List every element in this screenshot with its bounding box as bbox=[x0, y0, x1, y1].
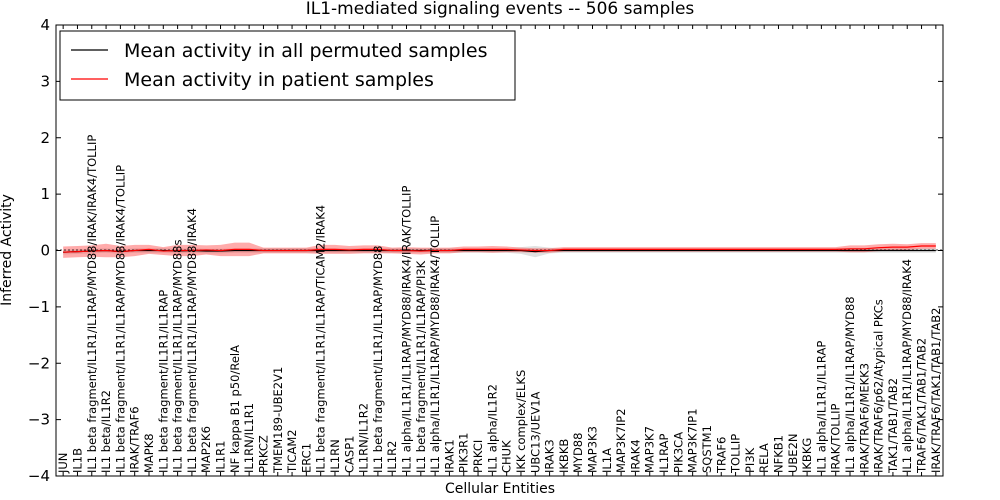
y-tick-label: −1 bbox=[28, 298, 50, 316]
x-tick-label: MAPK8 bbox=[142, 433, 156, 473]
x-tick-label: IKBKG bbox=[800, 438, 814, 473]
x-tick-label: IRAK/TRAF6/p62/Atypical PKCs bbox=[872, 299, 886, 473]
legend: Mean activity in all permuted samples Me… bbox=[59, 30, 516, 101]
x-tick-label: UBC13/UEV1A bbox=[528, 391, 542, 473]
x-tick-label: IL1B bbox=[70, 448, 84, 473]
x-tick-labels: JUN IL1B IL1 beta fragment/IL1R1/IL1RAP/MY… bbox=[56, 135, 943, 474]
x-tick-label: IKK complex/ELKS bbox=[514, 370, 528, 473]
x-tick-label: IL1R1 bbox=[214, 441, 228, 473]
x-tick-label: PRKCI bbox=[471, 440, 485, 473]
line-series-1 bbox=[63, 245, 936, 253]
x-tick-label: MAP3K7IP2 bbox=[614, 408, 628, 473]
x-axis-ticks bbox=[62, 25, 937, 476]
x-tick-label: TMEM189-UBE2V1 bbox=[271, 367, 285, 474]
x-tick-label: IL1 alpha/IL1R1/IL1RAP bbox=[814, 341, 828, 473]
x-tick-label: MAP3K3 bbox=[585, 426, 599, 473]
y-tick-label: −2 bbox=[28, 354, 50, 372]
x-tick-label: IL1 beta fragment/IL1R1/IL1RAP/MYD88/IRA… bbox=[113, 165, 127, 473]
x-tick-label: SQSTM1 bbox=[700, 425, 714, 473]
x-tick-label: IL1 alpha/IL1R2 bbox=[485, 384, 499, 473]
x-tick-label: IRAK/TRAF6/MEKK3 bbox=[857, 363, 871, 473]
x-tick-label: IL1R2 bbox=[385, 441, 399, 473]
x-tick-label: IL1 beta fragment/IL1R1/IL1RAP bbox=[156, 290, 170, 473]
x-tick-label: IL1 beta fragment/IL1R1/IL1RAP/MYD88s bbox=[171, 240, 185, 473]
x-tick-label: IKBKB bbox=[557, 439, 571, 473]
x-tick-label: IL1A bbox=[600, 448, 614, 473]
x-tick-label: IL1 alpha/IL1R1/IL1RAP/MYD88/IRAK4/IRAK/… bbox=[400, 186, 414, 473]
legend-label-patient: Mean activity in patient samples bbox=[124, 69, 434, 91]
x-tick-label: IL1 beta fragment/IL1R1/IL1RAP/MYD88/IRA… bbox=[85, 135, 99, 473]
x-tick-label: IL1RN/IL1R2 bbox=[357, 403, 371, 473]
x-tick-label: IL1 alpha/IL1R1/IL1RAP/MYD88 bbox=[843, 296, 857, 473]
x-tick-label: TRAF6/TAK1/TAB1/TAB2 bbox=[915, 338, 929, 474]
x-tick-label: NF kappa B1 p50/RelA bbox=[228, 345, 242, 473]
x-tick-label: MYD88 bbox=[571, 433, 585, 473]
x-tick-label: IL1RN bbox=[328, 439, 342, 473]
y-tick-label: 4 bbox=[40, 16, 50, 34]
line-series-0 bbox=[63, 249, 936, 253]
x-tick-label: IL1 beta fragment/IL1R1/IL1RAP/MYD88 bbox=[371, 246, 385, 473]
y-axis-label: Inferred Activity bbox=[0, 194, 15, 306]
x-tick-label: IL1 alpha/IL1R1/IL1RAP/MYD88/IRAK4 bbox=[900, 259, 914, 473]
x-tick-label: IL1 beta/IL1R2 bbox=[99, 390, 113, 473]
x-tick-label: TICAM2 bbox=[285, 429, 299, 474]
y-tick-label: 1 bbox=[40, 185, 50, 203]
x-tick-label: UBE2N bbox=[786, 434, 800, 474]
x-tick-label: MAP2K6 bbox=[199, 426, 213, 473]
x-tick-label: TRAF6 bbox=[714, 437, 728, 474]
x-tick-label: CASP1 bbox=[342, 436, 356, 473]
x-tick-label: IL1 alpha/IL1R1/IL1RAP/MYD88/IRAK4/TOLLI… bbox=[428, 216, 442, 473]
x-tick-label: CHUK bbox=[500, 440, 514, 473]
x-tick-label: IL1RAP bbox=[657, 433, 671, 473]
x-tick-label: IRAK4 bbox=[628, 439, 642, 473]
x-tick-label: TOLLIP bbox=[729, 434, 743, 474]
x-tick-label: PIK3CA bbox=[671, 432, 685, 473]
x-tick-label: NFKB1 bbox=[771, 435, 785, 473]
series-lines bbox=[63, 245, 936, 253]
x-axis-label: Cellular Entities bbox=[445, 481, 555, 497]
x-tick-label: IL1 beta fragment/IL1R1/IL1RAP/PI3K bbox=[414, 260, 428, 473]
y-axis-ticks: −4 −3 −2 −1 0 1 2 3 4 bbox=[28, 16, 943, 485]
chart-title: IL1-mediated signaling events -- 506 sam… bbox=[306, 0, 695, 19]
y-tick-label: 0 bbox=[40, 242, 50, 260]
x-tick-label: JUN bbox=[56, 453, 70, 474]
y-tick-label: −4 bbox=[28, 467, 50, 485]
y-tick-label: −3 bbox=[28, 411, 50, 429]
x-tick-label: IL1 beta fragment/IL1R1/IL1RAP/TICAM2/IR… bbox=[314, 205, 328, 473]
x-tick-label: IRAK1 bbox=[442, 439, 456, 473]
x-tick-label: IRAK/TRAF6 bbox=[128, 406, 142, 473]
x-tick-label: PI3K bbox=[743, 447, 757, 473]
x-tick-label: ERC1 bbox=[299, 443, 313, 473]
legend-label-permuted: Mean activity in all permuted samples bbox=[124, 40, 487, 62]
x-tick-label: IRAK/TRAF6/TAK1/TAB1/TAB2 bbox=[929, 308, 943, 473]
x-tick-label: MAP3K7 bbox=[643, 426, 657, 473]
x-tick-label: RELA bbox=[757, 443, 771, 473]
x-tick-label: IL1 beta fragment/IL1R1/IL1RAP/MYD88/IRA… bbox=[185, 208, 199, 473]
x-tick-label: PRKCZ bbox=[256, 435, 270, 473]
x-tick-label: IRAK3 bbox=[543, 439, 557, 473]
x-tick-label: MAP3K7IP1 bbox=[686, 408, 700, 473]
legend-box bbox=[59, 30, 516, 101]
x-tick-label: IRAK/TOLLIP bbox=[829, 404, 843, 473]
x-tick-label: IL1RN/IL1R1 bbox=[242, 403, 256, 473]
y-tick-label: 3 bbox=[40, 72, 50, 90]
x-tick-label: PIK3R1 bbox=[457, 433, 471, 474]
y-tick-label: 2 bbox=[40, 129, 50, 147]
x-tick-label: TAK1/TAB1/TAB2 bbox=[886, 378, 900, 474]
